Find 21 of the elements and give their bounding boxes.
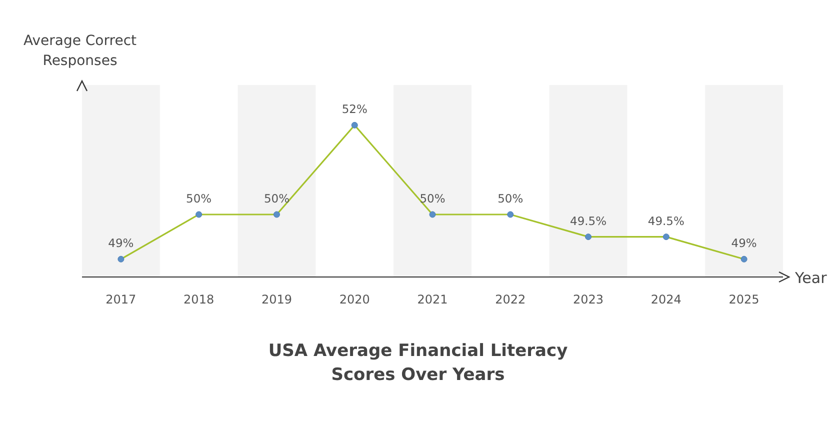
text: USA Average Financial Literacy Scores Over Years [268,341,568,385]
x-tick-label: 2019 [261,292,292,307]
x-tick-label: 2024 [650,292,682,307]
data-label: 49.5% [570,214,607,228]
x-tick-label: 2022 [495,292,526,307]
x-axis-title: Year [794,269,828,287]
data-label: 49.5% [648,214,684,228]
data-label: 49% [108,236,134,250]
x-tick-label: 2017 [106,292,136,307]
x-tick-label: 2021 [417,292,448,307]
data-label: 50% [498,191,524,206]
data-label: 50% [186,191,212,206]
x-tick-label: 2025 [728,292,760,307]
x-tick-label: 2023 [573,292,604,307]
data-label: 49% [731,236,757,250]
data-label: 50% [420,191,446,206]
y-axis-title: Average Correct Responses [23,33,138,69]
x-tick-label: 2020 [339,292,370,307]
x-tick-label: 2018 [184,292,214,307]
data-label: 50% [264,191,290,206]
data-label: 52% [342,102,368,116]
